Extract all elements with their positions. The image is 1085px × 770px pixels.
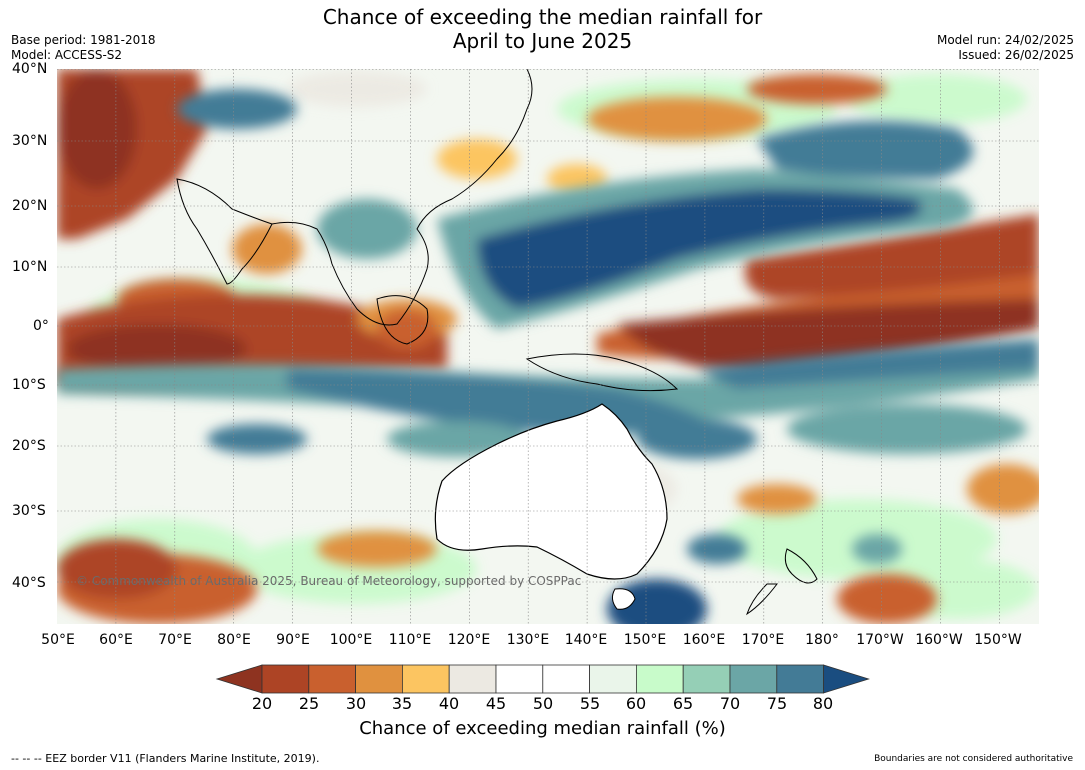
lat-label-10s: 10°S xyxy=(12,377,46,393)
eez-border-note: -- -- -- EEZ border V11 (Flanders Marine… xyxy=(11,752,320,765)
lon-label-160e: 160°E xyxy=(682,632,726,648)
lon-label-170e: 170°E xyxy=(741,632,785,648)
asia-coastline xyxy=(271,69,533,326)
rainfall-probability-field xyxy=(57,69,1039,624)
rainfall-map xyxy=(57,69,1039,624)
colorbar-cell xyxy=(776,664,824,694)
map-title-line2: April to June 2025 xyxy=(452,29,633,53)
colorbar-cell xyxy=(589,664,637,694)
lat-label-equator: 0° xyxy=(33,318,49,334)
graticule xyxy=(57,69,1039,624)
map-title-line1: Chance of exceeding the median rainfall … xyxy=(322,5,763,29)
lon-label-180: 180° xyxy=(805,632,839,648)
lat-label-20s: 20°S xyxy=(12,438,46,454)
lon-label-110e: 110°E xyxy=(388,632,432,648)
colorbar-tick-40: 40 xyxy=(438,694,460,713)
lat-label-40s: 40°S xyxy=(12,575,46,591)
lon-label-140e: 140°E xyxy=(564,632,608,648)
lon-label-80e: 80°E xyxy=(217,632,251,648)
colorbar-cell xyxy=(542,664,590,694)
lon-label-50e: 50°E xyxy=(41,632,75,648)
lat-label-40n: 40°N xyxy=(12,61,48,77)
colorbar-tick-65: 65 xyxy=(672,694,694,713)
lon-label-70e: 70°E xyxy=(158,632,192,648)
colorbar-cell xyxy=(729,664,778,694)
colorbar-label: Chance of exceeding median rainfall (%) xyxy=(359,718,726,739)
lon-label-170w: 170°W xyxy=(856,632,904,648)
india-outline xyxy=(176,178,273,285)
lon-label-150e: 150°E xyxy=(623,632,667,648)
colorbar-tick-30: 30 xyxy=(345,694,367,713)
lon-label-120e: 120°E xyxy=(447,632,491,648)
colorbar-cells xyxy=(215,664,870,694)
lon-label-150w: 150°W xyxy=(974,632,1022,648)
colorbar-cell xyxy=(401,664,450,694)
lon-label-160w: 160°W xyxy=(915,632,963,648)
colorbar-cell xyxy=(355,664,403,694)
lon-label-130e: 130°E xyxy=(506,632,550,648)
colorbar xyxy=(215,664,870,694)
boundaries-disclaimer: Boundaries are not considered authoritat… xyxy=(874,754,1073,764)
colorbar-cell xyxy=(261,664,310,694)
borneo-outline xyxy=(376,295,429,345)
meta-left: Base period: 1981-2018 Model: ACCESS-S2 xyxy=(11,33,156,63)
colorbar-tick-75: 75 xyxy=(766,694,788,713)
lon-label-60e: 60°E xyxy=(99,632,133,648)
meta-right: Model run: 24/02/2025 Issued: 26/02/2025 xyxy=(937,33,1074,63)
australia-outline xyxy=(434,403,668,580)
new-zealand-outline xyxy=(746,548,818,616)
colorbar-cell xyxy=(448,664,497,694)
colorbar-tick-50: 50 xyxy=(532,694,554,713)
model-run: Model run: 24/02/2025 xyxy=(936,33,1074,47)
colorbar-extension-low xyxy=(215,664,263,694)
lat-label-30n: 30°N xyxy=(12,133,48,149)
colorbar-tick-80: 80 xyxy=(812,694,834,713)
colorbar-tick-20: 20 xyxy=(251,694,273,713)
colorbar-tick-60: 60 xyxy=(625,694,647,713)
colorbar-tick-55: 55 xyxy=(579,694,601,713)
colorbar-tick-25: 25 xyxy=(298,694,320,713)
lon-label-90e: 90°E xyxy=(276,632,310,648)
colorbar-tick-35: 35 xyxy=(391,694,413,713)
colorbar-cell xyxy=(495,664,544,694)
copyright-notice: © Commonwealth of Australia 2025, Bureau… xyxy=(76,574,582,588)
colorbar-cell xyxy=(682,664,731,694)
colorbar-tick-45: 45 xyxy=(485,694,507,713)
colorbar-tick-70: 70 xyxy=(719,694,741,713)
base-period: Base period: 1981-2018 xyxy=(11,33,156,47)
lat-label-30s: 30°S xyxy=(12,503,46,519)
lon-label-100e: 100°E xyxy=(329,632,373,648)
colorbar-extension-high xyxy=(823,664,870,694)
model-name: Model: ACCESS-S2 xyxy=(11,48,123,62)
tasmania-outline xyxy=(611,588,636,610)
colorbar-cell xyxy=(635,664,684,694)
lat-label-10n: 10°N xyxy=(12,259,48,275)
new-guinea-outline xyxy=(525,353,679,392)
colorbar-cell xyxy=(308,664,357,694)
lat-label-20n: 20°N xyxy=(12,198,48,214)
issued-date: Issued: 26/02/2025 xyxy=(958,48,1074,62)
